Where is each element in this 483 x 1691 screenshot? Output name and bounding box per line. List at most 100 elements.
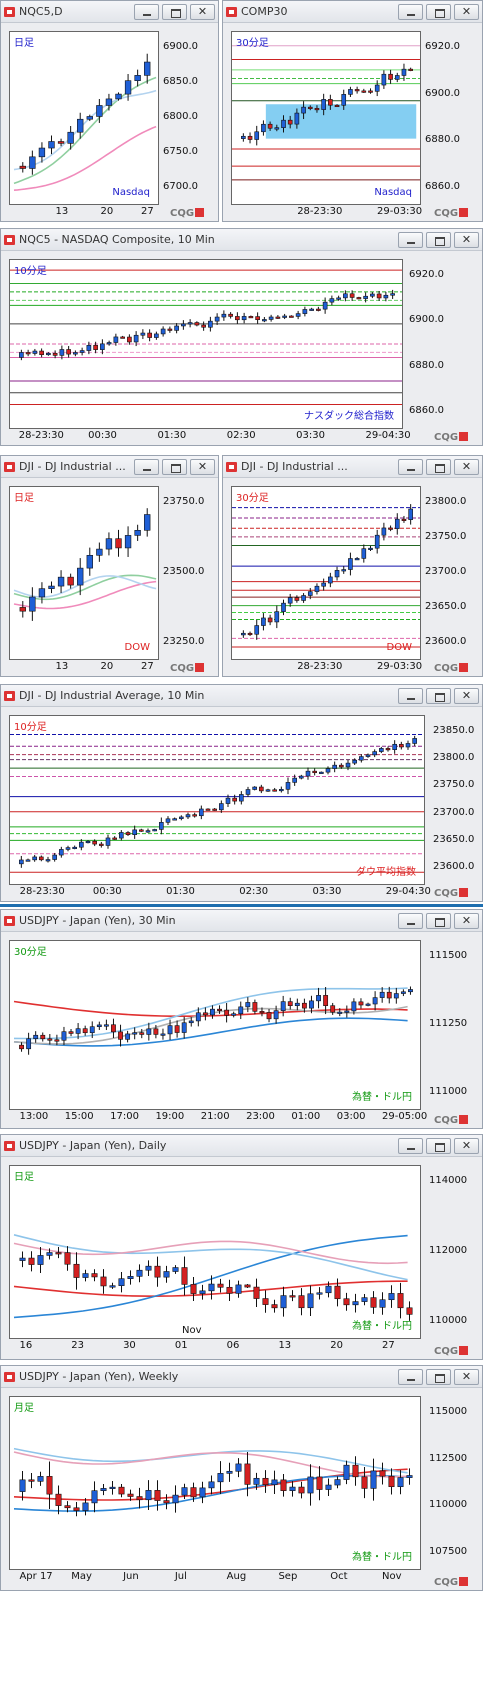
candle bbox=[314, 583, 320, 595]
maximize-button[interactable] bbox=[162, 4, 187, 20]
maximize-button[interactable] bbox=[426, 688, 451, 704]
candle bbox=[28, 1251, 35, 1272]
price-chart bbox=[13, 986, 413, 1055]
maximize-button[interactable] bbox=[426, 913, 451, 929]
candle bbox=[144, 53, 151, 84]
chart-window-4[interactable]: DJI - DJ Industrial ... ✕ 日足 DOW 23750.0 2350… bbox=[0, 455, 219, 677]
chart-window-5[interactable]: DJI - DJ Industrial ... ✕ 30分足 DOW 23800.0 23… bbox=[222, 455, 483, 677]
close-button[interactable]: ✕ bbox=[454, 1138, 479, 1154]
chart-plot-area[interactable]: 月足 為替・ドル円 bbox=[9, 1396, 421, 1570]
candle bbox=[281, 115, 286, 133]
title-bar[interactable]: USDJPY - Japan (Yen), Daily ✕ bbox=[1, 1135, 482, 1157]
title-bar[interactable]: NQC5 - NASDAQ Composite, 10 Min ✕ bbox=[1, 229, 482, 251]
minimize-button[interactable] bbox=[398, 232, 423, 248]
minimize-button[interactable] bbox=[134, 459, 159, 475]
title-bar[interactable]: NQC5,D ✕ bbox=[1, 1, 218, 23]
chart-window-9[interactable]: USDJPY - Japan (Yen), Weekly ✕ 月足 為替・ドル円 115… bbox=[0, 1365, 483, 1591]
candle bbox=[388, 69, 393, 84]
title-bar[interactable]: COMP30 ✕ bbox=[223, 1, 482, 23]
candle bbox=[254, 619, 260, 640]
candle bbox=[345, 759, 351, 771]
chart-plot-area[interactable]: 10分足 ナスダック総合指数 bbox=[9, 259, 403, 429]
y-axis-label: 6920.0 bbox=[409, 269, 444, 280]
group-separator bbox=[0, 904, 483, 907]
maximize-button[interactable] bbox=[162, 459, 187, 475]
candle bbox=[68, 1028, 74, 1037]
candle bbox=[386, 986, 392, 1004]
candle bbox=[105, 532, 113, 556]
close-button[interactable]: ✕ bbox=[190, 4, 215, 20]
candle bbox=[205, 808, 211, 811]
maximize-button[interactable] bbox=[426, 459, 451, 475]
close-button[interactable]: ✕ bbox=[454, 459, 479, 475]
candle bbox=[356, 296, 362, 300]
minimize-button[interactable] bbox=[134, 4, 159, 20]
minimize-button[interactable] bbox=[398, 4, 423, 20]
moving-average-line bbox=[13, 1451, 408, 1478]
candle bbox=[111, 1018, 116, 1038]
candle bbox=[397, 1470, 404, 1495]
chart-window-3[interactable]: NQC5 - NASDAQ Composite, 10 Min ✕ 10分足 ナスダッ… bbox=[0, 228, 483, 446]
chart-window-1[interactable]: NQC5,D ✕ 日足 Nasdaq 6900.0 6850.0 6800.0 6750.0 6… bbox=[0, 0, 219, 222]
chart-window-6[interactable]: DJI - DJ Industrial Average, 10 Min ✕ 10分足… bbox=[0, 684, 483, 902]
candle bbox=[163, 1265, 170, 1283]
candle bbox=[147, 329, 152, 342]
y-axis-label: 6700.0 bbox=[163, 180, 198, 192]
x-axis-label: 27 bbox=[382, 1340, 395, 1351]
candle bbox=[319, 771, 324, 774]
chart-plot-area[interactable]: 30分足 DOW bbox=[231, 486, 421, 660]
chart-plot-area[interactable]: 30分足 Nasdaq bbox=[231, 31, 421, 205]
moving-average-line bbox=[13, 76, 157, 185]
chart-plot-area[interactable]: 10分足 ダウ平均指数 bbox=[9, 715, 425, 885]
candle bbox=[105, 834, 111, 849]
maximize-button[interactable] bbox=[426, 4, 451, 20]
title-bar[interactable]: DJI - DJ Industrial ... ✕ bbox=[223, 456, 482, 478]
candle bbox=[393, 987, 399, 1004]
candle bbox=[341, 89, 347, 110]
candle bbox=[343, 290, 348, 302]
chart-window-7[interactable]: USDJPY - Japan (Yen), 30 Min ✕ 30分足 為替・ドル円 1… bbox=[0, 909, 483, 1129]
close-button[interactable]: ✕ bbox=[454, 688, 479, 704]
candle bbox=[334, 1476, 341, 1489]
candle bbox=[127, 1270, 134, 1285]
chart-plot-area[interactable]: 日足 Nasdaq bbox=[9, 31, 159, 205]
candle bbox=[165, 816, 171, 825]
minimize-button[interactable] bbox=[398, 1138, 423, 1154]
price-chart bbox=[232, 504, 420, 648]
chart-plot-area[interactable]: 30分足 為替・ドル円 bbox=[9, 940, 421, 1110]
candle bbox=[354, 86, 360, 94]
maximize-button[interactable] bbox=[426, 1369, 451, 1385]
chart-plot-area[interactable]: 日足 DOW bbox=[9, 486, 159, 660]
candle bbox=[344, 1005, 350, 1018]
title-bar[interactable]: USDJPY - Japan (Yen), Weekly ✕ bbox=[1, 1366, 482, 1388]
x-axis-label: Aug bbox=[226, 1571, 247, 1582]
moving-average-line bbox=[13, 1474, 408, 1512]
close-button[interactable]: ✕ bbox=[454, 1369, 479, 1385]
maximize-button[interactable] bbox=[426, 232, 451, 248]
candle bbox=[26, 1032, 32, 1055]
title-bar[interactable]: DJI - DJ Industrial Average, 10 Min ✕ bbox=[1, 685, 482, 707]
candle bbox=[40, 1032, 46, 1042]
close-button[interactable]: ✕ bbox=[454, 4, 479, 20]
close-button[interactable]: ✕ bbox=[454, 913, 479, 929]
close-button[interactable]: ✕ bbox=[454, 232, 479, 248]
title-bar[interactable]: USDJPY - Japan (Yen), 30 Min ✕ bbox=[1, 910, 482, 932]
minimize-button[interactable] bbox=[398, 913, 423, 929]
chart-window-8[interactable]: USDJPY - Japan (Yen), Daily ✕ 日足 為替・ドル円 1140… bbox=[0, 1134, 483, 1360]
title-bar[interactable]: DJI - DJ Industrial ... ✕ bbox=[1, 456, 218, 478]
minimize-button[interactable] bbox=[398, 459, 423, 475]
candle bbox=[329, 295, 335, 306]
candle bbox=[225, 794, 231, 808]
maximize-button[interactable] bbox=[426, 1138, 451, 1154]
minimize-button[interactable] bbox=[398, 1369, 423, 1385]
minimize-button[interactable] bbox=[398, 688, 423, 704]
chart-window-2[interactable]: COMP30 ✕ 30分足 Nasdaq 6920.0 6900.0 6880.0 6860.… bbox=[222, 0, 483, 222]
candle bbox=[392, 740, 397, 754]
instrument-label: DOW bbox=[386, 642, 412, 653]
candle bbox=[349, 290, 355, 301]
chart-plot-area[interactable]: 日足 為替・ドル円 bbox=[9, 1165, 421, 1339]
close-button[interactable]: ✕ bbox=[190, 459, 215, 475]
candle bbox=[46, 1461, 53, 1510]
x-axis-label: Jul bbox=[174, 1571, 187, 1582]
cqg-logo-icon bbox=[195, 663, 205, 672]
